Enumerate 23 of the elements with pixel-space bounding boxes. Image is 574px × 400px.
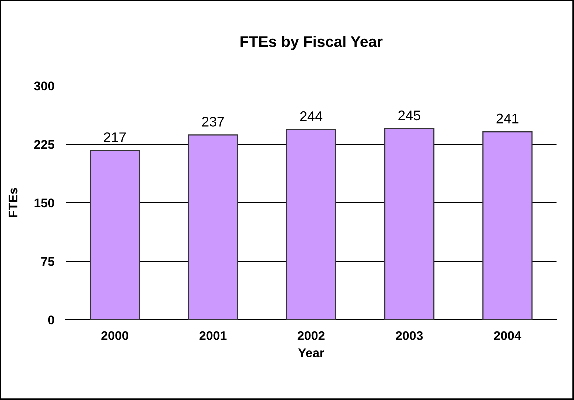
bar xyxy=(286,129,336,320)
y-tick-label: 150 xyxy=(34,198,54,208)
bar xyxy=(90,150,140,320)
chart-title: FTEs by Fiscal Year xyxy=(240,36,383,50)
data-label: 217 xyxy=(104,132,126,142)
bar xyxy=(384,128,435,320)
data-label: 245 xyxy=(398,110,421,121)
y-axis-title: FTEs xyxy=(8,188,18,218)
y-tick-label: 225 xyxy=(34,140,55,150)
data-label: 244 xyxy=(300,112,323,122)
x-axis-title: Year xyxy=(298,348,324,358)
x-tick-label: 2001 xyxy=(200,331,227,340)
data-label: 237 xyxy=(202,117,224,127)
bar xyxy=(482,131,533,320)
y-tick-label: 75 xyxy=(42,257,55,266)
bar xyxy=(188,134,238,320)
x-tick-label: 2004 xyxy=(494,331,522,340)
x-tick-label: 2003 xyxy=(396,331,423,340)
x-tick-label: 2002 xyxy=(298,331,325,340)
y-tick-label: 300 xyxy=(34,82,54,91)
x-tick-label: 2000 xyxy=(102,331,128,340)
y-tick-label: 0 xyxy=(48,316,54,325)
data-label: 241 xyxy=(496,114,519,124)
